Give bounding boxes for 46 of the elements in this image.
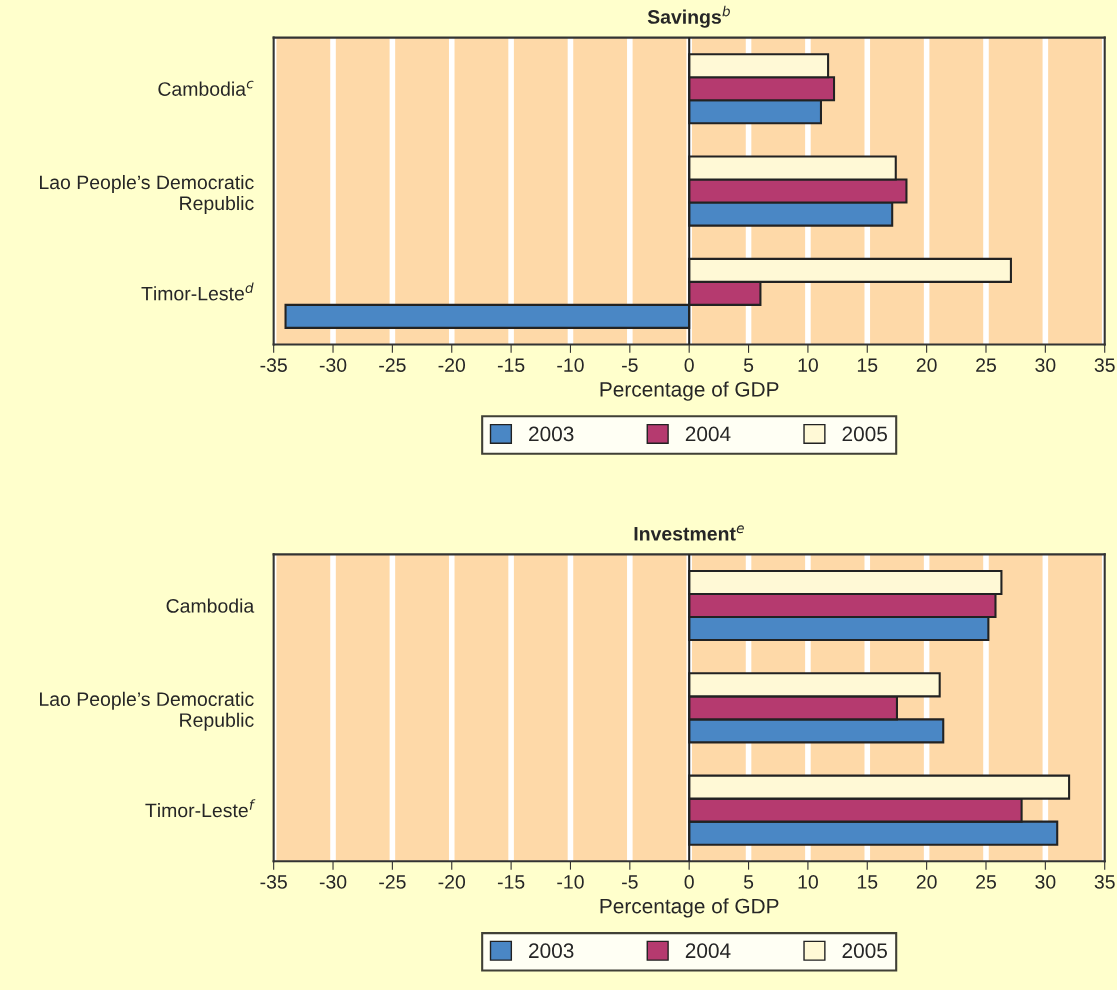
y-tick-label: Cambodia$^{c}$	[158, 80, 254, 96]
x-tick-label: 20	[916, 875, 937, 889]
y-tick-label: Cambodia	[166, 598, 255, 613]
x-tick-label: 10	[798, 358, 818, 372]
legend-label: 2004	[685, 943, 731, 959]
x-tick-label: 5	[743, 358, 754, 372]
legend-label: 2004	[685, 426, 731, 442]
x-tick-label: 25	[976, 875, 996, 889]
legend-label: 2005	[842, 426, 887, 442]
x-tick-label: -30	[319, 875, 347, 889]
x-tick-label: -25	[379, 358, 406, 372]
x-tick-label: -10	[557, 875, 584, 889]
x-tick-label: -35	[260, 875, 287, 889]
x-tick-label: 25	[976, 358, 996, 372]
x-tick-label: -15	[497, 875, 525, 889]
chart-title: Savings$^{b}$	[647, 5, 730, 28]
x-tick-label: 30	[1035, 875, 1056, 889]
legend-label: 2003	[529, 943, 574, 959]
x-tick-label: 15	[857, 875, 878, 889]
x-tick-label: 35	[1094, 875, 1115, 889]
x-tick-label: -5	[622, 358, 638, 372]
x-axis-title: Percentage of GDP	[600, 381, 779, 401]
x-tick-label: -30	[319, 358, 347, 372]
x-tick-label: -20	[438, 358, 466, 372]
y-tick-label: Timor-Leste$^{d}$	[141, 282, 254, 301]
x-tick-label: 15	[857, 358, 878, 372]
y-tick-label: Lao People’s Democratic Republic	[40, 174, 254, 215]
y-tick-label: Timor-Leste$^{f}$	[145, 799, 256, 818]
x-tick-label: -20	[438, 875, 466, 889]
x-tick-label: -15	[497, 358, 525, 372]
x-tick-label: 10	[798, 875, 818, 889]
x-tick-label: 20	[916, 358, 937, 372]
x-tick-label: -5	[622, 875, 638, 889]
x-axis-title: Percentage of GDP	[600, 898, 779, 918]
x-tick-label: 30	[1035, 358, 1056, 372]
chart-title: Investment$^{e}$	[634, 525, 744, 541]
legend-label: 2003	[529, 426, 574, 442]
x-tick-label: 5	[743, 875, 754, 889]
x-tick-label: -10	[557, 358, 584, 372]
x-tick-label: 0	[684, 875, 694, 889]
x-tick-label: -25	[379, 875, 406, 889]
x-tick-label: 0	[684, 358, 694, 372]
legend-label: 2005	[842, 943, 887, 959]
x-tick-label: -35	[260, 358, 287, 372]
x-tick-label: 35	[1094, 358, 1115, 372]
y-tick-label: Lao People’s Democratic Republic	[40, 691, 254, 731]
